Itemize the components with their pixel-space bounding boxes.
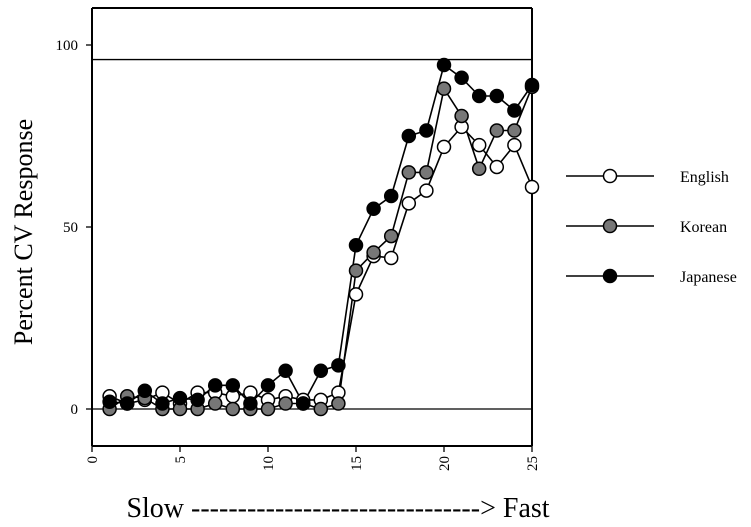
data-point-japanese: [419, 123, 434, 138]
data-point-japanese: [225, 378, 241, 393]
data-point-japanese: [190, 392, 205, 408]
data-point-korean: [225, 401, 241, 417]
data-point-korean: [207, 396, 223, 411]
data-point-english: [419, 183, 434, 198]
data-point-english: [436, 139, 452, 155]
data-point-japanese: [383, 188, 399, 204]
data-point-korean: [401, 165, 417, 180]
data-point-japanese: [524, 77, 540, 93]
data-point-korean: [331, 396, 346, 411]
data-point-korean: [348, 263, 364, 278]
data-point-korean: [278, 396, 293, 411]
data-point-japanese: [155, 396, 170, 411]
y-tick-label: 50: [63, 220, 78, 236]
series-line-english: [109, 125, 533, 405]
data-point-korean: [419, 165, 434, 180]
data-point-english: [383, 250, 399, 266]
series-line-korean: [109, 86, 533, 410]
x-tick-label: 0: [85, 456, 101, 464]
data-point-english: [348, 287, 364, 302]
data-point-japanese: [471, 88, 487, 104]
data-point-japanese: [260, 378, 276, 393]
y-tick-label: 100: [56, 38, 79, 54]
x-tick-label: 25: [525, 456, 541, 471]
axis-ticks: 0 5 10 15 20 25 0 50 100: [56, 38, 542, 471]
legend-marker-korean: [602, 218, 618, 234]
data-point-japanese: [489, 88, 505, 104]
data-point-japanese: [454, 70, 469, 86]
data-point-japanese: [102, 394, 117, 409]
series-markers: [102, 57, 540, 417]
data-point-japanese: [119, 396, 135, 411]
data-point-japanese: [172, 390, 188, 406]
x-tick-label: 10: [261, 456, 277, 471]
legend-label-english: English: [680, 169, 729, 186]
data-point-english: [489, 159, 505, 175]
legend-marker-english: [602, 168, 618, 184]
data-point-korean: [260, 401, 276, 417]
legend-marker-japanese: [602, 268, 618, 284]
data-point-japanese: [313, 363, 329, 379]
x-tick-label: 15: [349, 456, 365, 471]
data-point-japanese: [278, 363, 293, 379]
data-point-english: [524, 179, 540, 195]
x-axis-label: Slow -------------------------------> Fa…: [126, 493, 549, 524]
data-point-korean: [436, 81, 452, 96]
data-point-japanese: [436, 57, 452, 73]
data-point-japanese: [366, 201, 381, 217]
legend-label-japanese: Japanese: [680, 269, 737, 286]
x-tick-label: 5: [173, 456, 189, 464]
data-point-korean: [489, 123, 505, 138]
data-point-japanese: [507, 103, 522, 118]
data-point-japanese: [331, 358, 346, 373]
data-point-japanese: [401, 128, 417, 144]
data-point-korean: [313, 401, 329, 417]
data-point-english: [401, 196, 417, 211]
legend-label-korean: Korean: [680, 219, 727, 236]
y-tick-label: 0: [71, 402, 79, 418]
data-point-japanese: [295, 396, 311, 411]
data-point-japanese: [348, 237, 364, 253]
legend: English Korean Japanese: [566, 168, 737, 286]
data-point-japanese: [207, 378, 223, 393]
data-point-korean: [471, 161, 487, 177]
data-point-japanese: [243, 396, 258, 411]
data-point-korean: [507, 123, 522, 138]
data-point-japanese: [137, 383, 153, 399]
data-point-korean: [383, 228, 399, 244]
data-point-korean: [366, 245, 381, 260]
data-point-english: [471, 137, 487, 153]
data-point-english: [507, 137, 522, 153]
x-tick-label: 20: [437, 456, 453, 471]
y-axis-label: Percent CV Response: [9, 119, 38, 345]
data-point-korean: [454, 108, 469, 124]
